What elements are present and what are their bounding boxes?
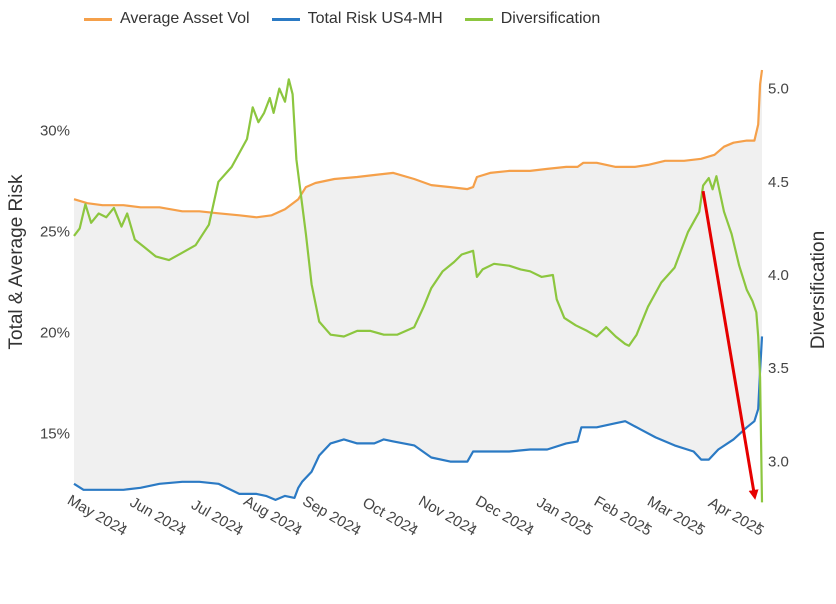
legend-item-average-asset-vol[interactable]: Average Asset Vol xyxy=(84,10,250,28)
x-tick-label: Nov 2024 xyxy=(416,493,480,540)
right-tick-label: 5.0 xyxy=(768,81,789,98)
right-tick-label: 4.5 xyxy=(768,174,789,191)
series-line-total-risk-us4-mh xyxy=(73,336,764,501)
left-tick-label: 20% xyxy=(40,324,70,341)
annotation-arrow xyxy=(701,190,759,500)
right-axis-title: Diversification xyxy=(808,231,829,349)
x-tick-label: May 2024 xyxy=(64,492,130,540)
x-tick-label: Dec 2024 xyxy=(473,493,537,540)
series-line-diversification xyxy=(73,78,764,503)
x-tick-label: Mar 2025 xyxy=(644,493,707,539)
x-tick-label: Jun 2024 xyxy=(127,494,189,540)
right-tick-label: 4.0 xyxy=(768,267,789,284)
series-line-average-asset-vol xyxy=(73,69,764,219)
legend: Average Asset Vol Total Risk US4-MH Dive… xyxy=(84,10,600,28)
right-tick-label: 3.5 xyxy=(768,360,789,377)
legend-swatch-total-risk xyxy=(271,17,300,21)
risk-band-fill xyxy=(74,70,762,500)
left-axis-title: Total & Average Risk xyxy=(6,174,27,349)
legend-label-diversification: Diversification xyxy=(500,10,601,27)
legend-swatch-diversification xyxy=(464,17,493,21)
legend-item-total-risk[interactable]: Total Risk US4-MH xyxy=(271,10,443,28)
left-tick-label: 15% xyxy=(40,425,70,442)
x-tick-label: Oct 2024 xyxy=(359,494,420,539)
legend-label-total-risk: Total Risk US4-MH xyxy=(307,10,443,27)
left-tick-label: 25% xyxy=(40,223,70,240)
legend-swatch-average-asset-vol xyxy=(84,17,112,21)
x-tick-label: Jul 2024 xyxy=(188,496,246,539)
left-tick-label: 30% xyxy=(40,123,70,140)
legend-item-diversification[interactable]: Diversification xyxy=(464,10,601,28)
right-tick-label: 3.0 xyxy=(768,453,789,470)
x-tick-label: Apr 2025 xyxy=(705,494,766,539)
x-tick-label: Sep 2024 xyxy=(300,493,364,540)
x-tick-label: Feb 2025 xyxy=(591,493,654,539)
legend-label-average-asset-vol: Average Asset Vol xyxy=(120,10,250,27)
x-tick-label: Jan 2025 xyxy=(534,494,596,540)
